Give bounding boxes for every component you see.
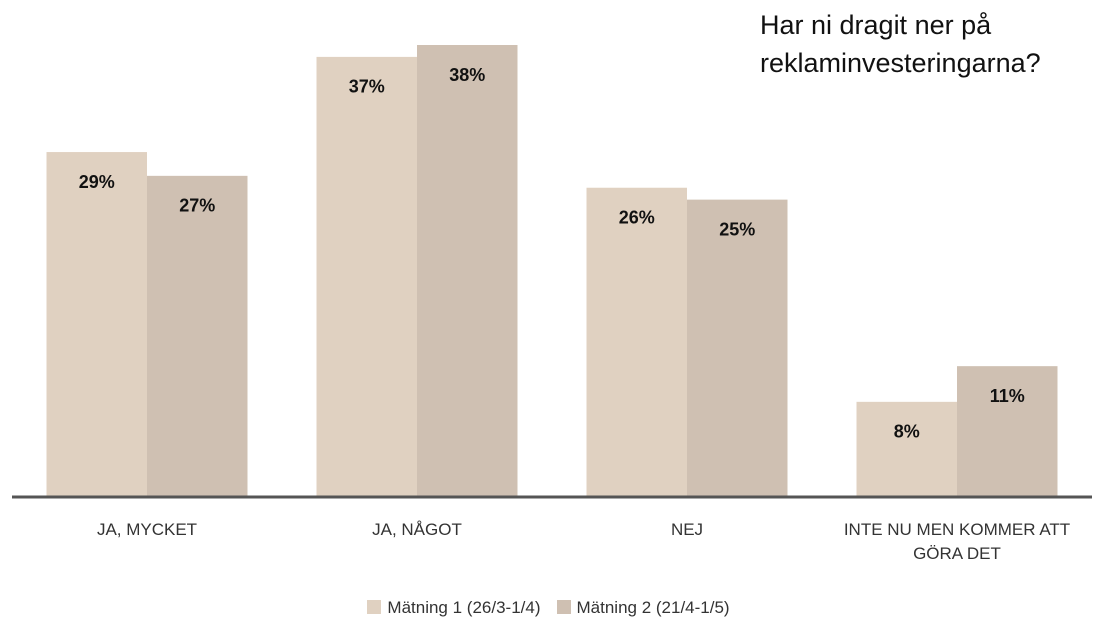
chart-title: Har ni dragit ner på reklaminvesteringar… — [760, 10, 1041, 78]
legend-label: Mätning 2 (21/4-1/5) — [576, 598, 730, 617]
x-tick-label: JA, NÅGOT — [372, 520, 462, 539]
data-label: 8% — [894, 422, 920, 442]
data-label: 11% — [990, 386, 1025, 406]
legend-swatch — [556, 600, 571, 614]
data-label: 37% — [349, 77, 385, 97]
bar — [46, 152, 147, 498]
data-label: 29% — [79, 172, 115, 192]
bar — [687, 199, 788, 497]
bar — [957, 366, 1058, 497]
x-tick-label: JA, MYCKET — [96, 520, 198, 539]
legend: Mätning 1 (26/3-1/4) Mätning 2 (21/4-1/5) — [0, 598, 1097, 618]
bar — [586, 187, 687, 497]
legend-label: Mätning 1 (26/3-1/4) — [387, 598, 541, 617]
legend-item: Mätning 1 (26/3-1/4) — [367, 598, 541, 618]
data-label: 38% — [449, 65, 485, 85]
legend-item: Mätning 2 (21/4-1/5) — [556, 598, 730, 618]
data-label: 26% — [619, 207, 655, 227]
data-label: 25% — [719, 219, 755, 239]
legend-swatch — [367, 600, 382, 614]
x-tick-label: INTE NU MEN KOMMER ATT GÖRA DET — [843, 520, 1071, 563]
bar — [316, 56, 417, 497]
x-tick-label: NEJ — [670, 520, 704, 539]
bar — [417, 45, 518, 497]
bar — [147, 175, 248, 497]
data-label: 27% — [179, 196, 215, 216]
bar — [856, 401, 957, 497]
